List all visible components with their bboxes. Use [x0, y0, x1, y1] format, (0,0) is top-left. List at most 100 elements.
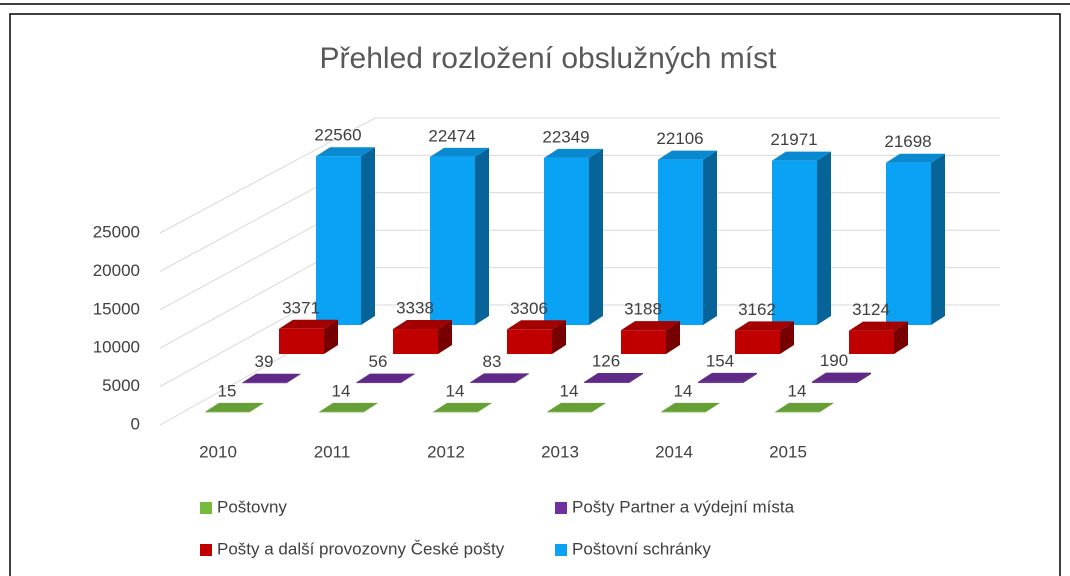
- bar-side: [743, 372, 757, 383]
- data-label: 14: [674, 381, 693, 400]
- data-label: 3306: [510, 299, 548, 318]
- bar: [279, 319, 338, 354]
- y-tick-label: 20000: [93, 261, 140, 280]
- bar: [584, 373, 643, 383]
- bar-side: [666, 321, 680, 354]
- bar-top: [507, 320, 566, 330]
- grid-line: [159, 117, 1000, 234]
- bar-front: [507, 329, 552, 354]
- legend-swatch: [200, 502, 212, 514]
- bar-front: [393, 329, 438, 354]
- bar: [658, 150, 717, 325]
- x-tick-label: 2011: [314, 442, 351, 461]
- bar: [433, 402, 492, 413]
- bar: [507, 320, 566, 354]
- bar-side: [361, 147, 375, 325]
- data-label: 39: [255, 352, 274, 371]
- bar-top: [812, 372, 871, 382]
- data-label: 3124: [852, 300, 890, 319]
- bar-front: [430, 156, 475, 325]
- bar: [319, 402, 378, 413]
- data-label: 22106: [656, 129, 703, 148]
- x-tick-label: 2014: [655, 442, 693, 461]
- data-label: 3188: [624, 300, 662, 319]
- data-label: 22349: [542, 127, 589, 146]
- bar-top: [735, 321, 794, 331]
- bar-side: [515, 373, 529, 383]
- bar-top: [433, 402, 492, 412]
- chart-frame: [9, 13, 1061, 576]
- bar: [430, 147, 489, 325]
- bar-top: [393, 320, 452, 330]
- bar-top: [849, 321, 908, 331]
- bar-top: [698, 372, 757, 382]
- x-tick-label: 2013: [541, 442, 579, 461]
- data-label: 14: [560, 381, 579, 400]
- legend-label: Poštovní schránky: [572, 539, 711, 558]
- legend-label: Poštovny: [217, 497, 287, 516]
- data-label: 21698: [884, 132, 931, 151]
- bar: [393, 320, 452, 354]
- x-tick-label: 2012: [427, 442, 465, 461]
- bar-front: [812, 381, 857, 383]
- bar-side: [706, 402, 720, 412]
- bar-front: [356, 382, 401, 384]
- data-label: 3371: [282, 298, 320, 317]
- bar-top: [621, 321, 680, 331]
- bar-top: [316, 147, 375, 157]
- data-label: 21971: [770, 130, 817, 149]
- bar: [356, 373, 415, 384]
- bar: [775, 402, 834, 413]
- bar-side: [857, 372, 871, 383]
- bar-side: [287, 373, 301, 383]
- data-label: 56: [369, 352, 388, 371]
- data-label: 3162: [738, 300, 776, 319]
- y-tick-label: 0: [131, 414, 140, 433]
- bar: [205, 402, 264, 413]
- data-label: 3338: [396, 299, 434, 318]
- bar-top: [356, 373, 415, 383]
- data-label: 22474: [428, 126, 475, 145]
- bar: [621, 321, 680, 354]
- bar-front: [584, 382, 629, 383]
- bar-side: [820, 402, 834, 412]
- bar-front: [735, 330, 780, 354]
- bar-front: [886, 162, 931, 325]
- bar: [661, 402, 720, 413]
- bar-top: [772, 151, 831, 161]
- bar-front: [316, 156, 361, 325]
- y-tick-label: 25000: [93, 222, 140, 241]
- bar-front: [433, 411, 478, 413]
- bar-top: [242, 373, 301, 383]
- bar-top: [584, 373, 643, 383]
- bar-top: [470, 373, 529, 383]
- legend-swatch: [555, 502, 567, 514]
- bar-top: [205, 402, 264, 412]
- bar-front: [242, 382, 287, 384]
- bar: [547, 402, 606, 413]
- bar-front: [547, 411, 592, 413]
- bar-side: [478, 402, 492, 412]
- data-label: 14: [446, 381, 465, 400]
- bar-side: [589, 148, 603, 325]
- bar-side: [817, 151, 831, 325]
- bar-top: [547, 402, 606, 412]
- bar-side: [703, 150, 717, 325]
- bar: [698, 372, 757, 383]
- bar-top: [661, 402, 720, 412]
- legend-swatch: [555, 544, 567, 556]
- legend: Poštovny Pošty Partner a výdejní místa Poš…: [200, 497, 795, 558]
- bar-top: [775, 402, 834, 412]
- bar-side: [324, 319, 338, 354]
- x-tick-label: 2015: [769, 442, 807, 461]
- data-label: 190: [820, 351, 848, 370]
- bar-side: [592, 402, 606, 412]
- bar-side: [475, 147, 489, 325]
- data-label: 14: [332, 381, 351, 400]
- bar-top: [658, 150, 717, 160]
- bar-front: [661, 411, 706, 413]
- bar-side: [364, 402, 378, 412]
- bar: [316, 147, 375, 325]
- bar-side: [552, 320, 566, 354]
- bar-front: [658, 159, 703, 325]
